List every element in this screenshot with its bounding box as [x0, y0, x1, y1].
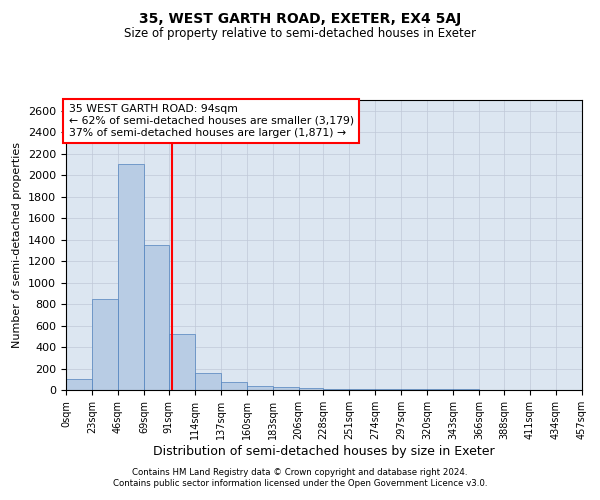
- Bar: [169, 334, 195, 390]
- Bar: [323, 389, 349, 390]
- Bar: [299, 388, 323, 390]
- Bar: [221, 382, 247, 390]
- Bar: [66, 380, 92, 390]
- Bar: [349, 389, 376, 390]
- Bar: [376, 389, 401, 390]
- X-axis label: Distribution of semi-detached houses by size in Exeter: Distribution of semi-detached houses by …: [153, 444, 495, 458]
- Text: 35 WEST GARTH ROAD: 94sqm
← 62% of semi-detached houses are smaller (3,179)
37% : 35 WEST GARTH ROAD: 94sqm ← 62% of semi-…: [68, 104, 354, 138]
- Text: 35, WEST GARTH ROAD, EXETER, EX4 5AJ: 35, WEST GARTH ROAD, EXETER, EX4 5AJ: [139, 12, 461, 26]
- Y-axis label: Number of semi-detached properties: Number of semi-detached properties: [13, 142, 22, 348]
- Bar: [144, 245, 169, 390]
- Bar: [92, 298, 118, 390]
- Text: Size of property relative to semi-detached houses in Exeter: Size of property relative to semi-detach…: [124, 28, 476, 40]
- Bar: [247, 386, 272, 390]
- Bar: [272, 388, 299, 390]
- Bar: [118, 164, 144, 390]
- Text: Contains HM Land Registry data © Crown copyright and database right 2024.
Contai: Contains HM Land Registry data © Crown c…: [113, 468, 487, 487]
- Bar: [195, 373, 221, 390]
